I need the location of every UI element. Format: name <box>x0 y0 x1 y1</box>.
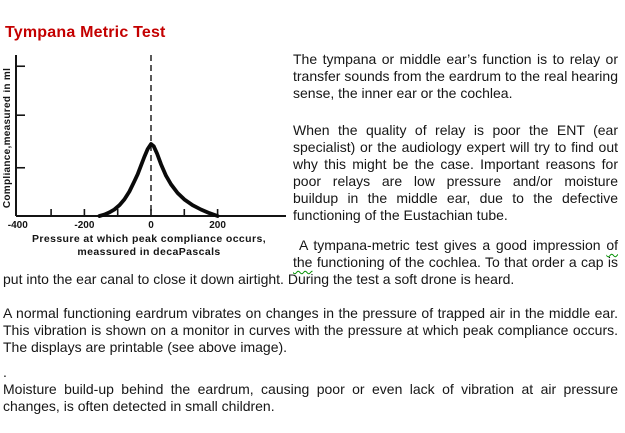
tympanogram-figure: Tympana Metric Test -400 -200 0 200 Pressure… <box>3 24 293 266</box>
grammar-squiggle-of: of <box>606 237 618 253</box>
paragraph-normal-eardrum: A normal functioning eardrum vibrates on… <box>3 305 618 355</box>
paragraph-middle-ear-function: The tympana or middle ear’s function is … <box>293 51 618 101</box>
x-tick-label: 0 <box>148 220 154 231</box>
grammar-squiggle-the: the <box>293 254 313 270</box>
stray-period: . <box>3 364 7 380</box>
p3-segment: functioning of the cochlea. To that orde… <box>3 254 618 287</box>
paragraph-tympana-metric-test: A tympana-metric test gives a good impre… <box>3 237 618 288</box>
page-title: Tympana Metric Test <box>5 24 166 41</box>
compliance-curve <box>97 142 220 218</box>
x-tick-label: -400 <box>8 220 28 231</box>
x-axis-label-line2: meassured in decaPascals <box>77 246 220 258</box>
y-axis-label: Compliance,measured in ml <box>3 68 13 208</box>
x-tick-label: 200 <box>209 220 226 231</box>
x-tick-label: -200 <box>74 220 94 231</box>
paragraph-poor-relay-reasons: When the quality of relay is poor the EN… <box>293 122 618 223</box>
tympanogram-chart: -400 -200 0 200 Pressure at which peak compl… <box>3 55 286 258</box>
x-axis-label-line1: Pressure at which peak compliance occurs… <box>32 233 266 245</box>
p3-segment: A tympana-metric test gives a good impre… <box>299 237 607 253</box>
paragraph-moisture-buildup: Moisture build-up behind the eardrum, ca… <box>3 381 618 414</box>
